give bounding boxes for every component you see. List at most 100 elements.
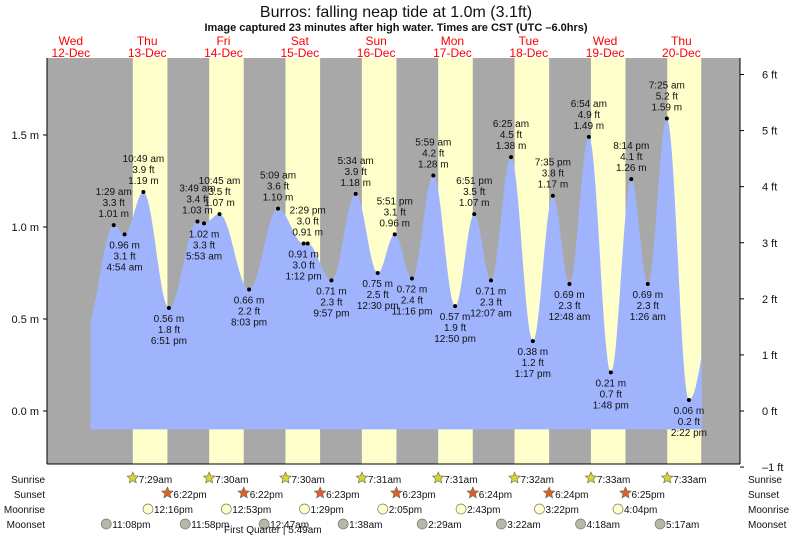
tide-label: 0.57 m	[440, 312, 471, 323]
sunrise-time: 7:33am	[673, 475, 706, 486]
day-date: 14-Dec	[204, 46, 243, 60]
tide-label: 1.02 m	[189, 229, 220, 240]
day-name: Fri	[216, 34, 230, 48]
tide-label: 1.07 m	[459, 198, 490, 209]
low-tide-point	[567, 282, 572, 287]
tide-label: 3:49 am	[179, 183, 215, 194]
moonrise-row-label: Moonrise	[4, 505, 46, 516]
moonset-icon	[416, 518, 428, 530]
sunrise-icon	[431, 471, 445, 484]
moonrise-time: 4:04pm	[624, 505, 657, 516]
high-tide-point	[111, 223, 116, 228]
tide-label: 11:16 pm	[391, 307, 432, 318]
tide-label: 0.91 m	[292, 228, 323, 239]
tide-label: 2:29 pm	[290, 206, 326, 217]
low-tide-point	[645, 282, 650, 287]
day-date: 19-Dec	[586, 46, 625, 60]
tide-label: 2.3 ft	[480, 297, 502, 308]
tide-label: 0.69 m	[633, 290, 664, 301]
tide-label: 5:34 am	[338, 156, 374, 167]
moonrise-time: 2:05pm	[389, 505, 422, 516]
high-tide-point	[392, 232, 397, 237]
chart-subtitle: Image captured 23 minutes after high wat…	[204, 22, 587, 34]
tide-label: 0.71 m	[316, 286, 347, 297]
tide-label: 10:49 am	[123, 154, 165, 165]
tide-label: 3.3 ft	[103, 198, 125, 209]
day-name: Wed	[59, 34, 83, 48]
low-tide-point	[329, 278, 334, 283]
day-date: 12-Dec	[51, 46, 90, 60]
tide-label: 1:26 am	[630, 312, 666, 323]
y-right-tick-label: 4 ft	[762, 182, 777, 194]
tide-label: 8:14 pm	[613, 141, 649, 152]
sunset-time: 6:22pm	[173, 490, 206, 501]
tide-label: 12:30 pm	[357, 301, 399, 312]
tide-label: 0.38 m	[518, 347, 549, 358]
tide-label: 9:57 pm	[313, 308, 349, 319]
tide-label: 12:07 am	[470, 308, 512, 319]
tide-label: 6:54 am	[571, 99, 607, 110]
tide-label: 3.4 ft	[186, 194, 208, 205]
tide-label: 1.01 m	[98, 209, 129, 220]
y-left-tick-label: 0.0 m	[11, 406, 39, 418]
tide-label: 1:12 pm	[286, 272, 322, 283]
low-tide-point	[122, 232, 127, 237]
tide-label: 0.69 m	[554, 290, 585, 301]
sunset-time: 6:23pm	[326, 490, 359, 501]
moonset-time: 4:18am	[587, 520, 620, 531]
tide-label: 7:25 am	[649, 80, 685, 91]
high-tide-point	[509, 155, 514, 160]
low-tide-point	[409, 276, 414, 281]
low-tide-point	[453, 304, 458, 309]
tide-label: 1:17 pm	[515, 369, 551, 380]
day-date: 18-Dec	[509, 46, 548, 60]
sunrise-icon	[660, 471, 674, 484]
tide-label: 5:53 am	[186, 251, 222, 262]
moonset-time: 5:17am	[666, 520, 699, 531]
moonset-time: 11:08pm	[112, 520, 150, 531]
tide-label: 0.66 m	[234, 296, 265, 307]
y-right-tick-label: 0 ft	[762, 406, 777, 418]
tide-label: 1.19 m	[128, 176, 159, 187]
sunset-icon	[619, 486, 632, 499]
moonset-icon	[100, 518, 112, 530]
high-tide-point	[217, 212, 222, 217]
moonset-row-label: Moonset	[7, 520, 46, 531]
tide-label: 2.2 ft	[238, 307, 260, 318]
low-tide-point	[166, 305, 171, 310]
moonrise-icon	[220, 503, 232, 515]
moonrise-icon	[142, 503, 154, 515]
tide-label: 6:51 pm	[456, 176, 492, 187]
high-tide-point	[472, 212, 477, 217]
tide-label: 2.3 ft	[558, 301, 580, 312]
sunset-time: 6:24pm	[555, 490, 588, 501]
moonrise-icon	[534, 503, 545, 515]
tide-label: 3.1 ft	[113, 251, 135, 262]
tide-label: 5:51 pm	[377, 196, 413, 207]
day-date: 20-Dec	[662, 46, 701, 60]
tide-label: 4.2 ft	[422, 148, 444, 159]
tide-label: 1.26 m	[616, 163, 647, 174]
tide-label: 5.2 ft	[656, 91, 678, 102]
chart-title: Burros: falling neap tide at 1.0m (3.1ft…	[260, 4, 532, 21]
y-right-tick-label: 2 ft	[762, 294, 777, 306]
moonrise-time: 1:29pm	[311, 505, 344, 516]
sunrise-icon	[584, 471, 598, 484]
moonset-time: 12:47am	[270, 520, 309, 531]
y-right-tick-label: 6 ft	[762, 70, 777, 82]
tide-label: 1.03 m	[182, 205, 213, 216]
sunrise-time: 7:31am	[368, 475, 401, 486]
sunset-icon	[237, 486, 251, 499]
low-tide-point	[608, 370, 613, 375]
low-tide-point	[488, 278, 493, 283]
sunrise-icon	[508, 471, 522, 484]
tide-label: 0.91 m	[288, 250, 319, 261]
day-name: Sat	[291, 34, 310, 48]
high-tide-point	[141, 190, 146, 195]
moonrise-icon	[377, 503, 389, 515]
tide-label: 0.75 m	[362, 279, 393, 290]
tide-label: 3.5 ft	[463, 187, 485, 198]
moonset-row-label-right: Moonset	[748, 520, 787, 531]
high-tide-point	[664, 116, 669, 121]
